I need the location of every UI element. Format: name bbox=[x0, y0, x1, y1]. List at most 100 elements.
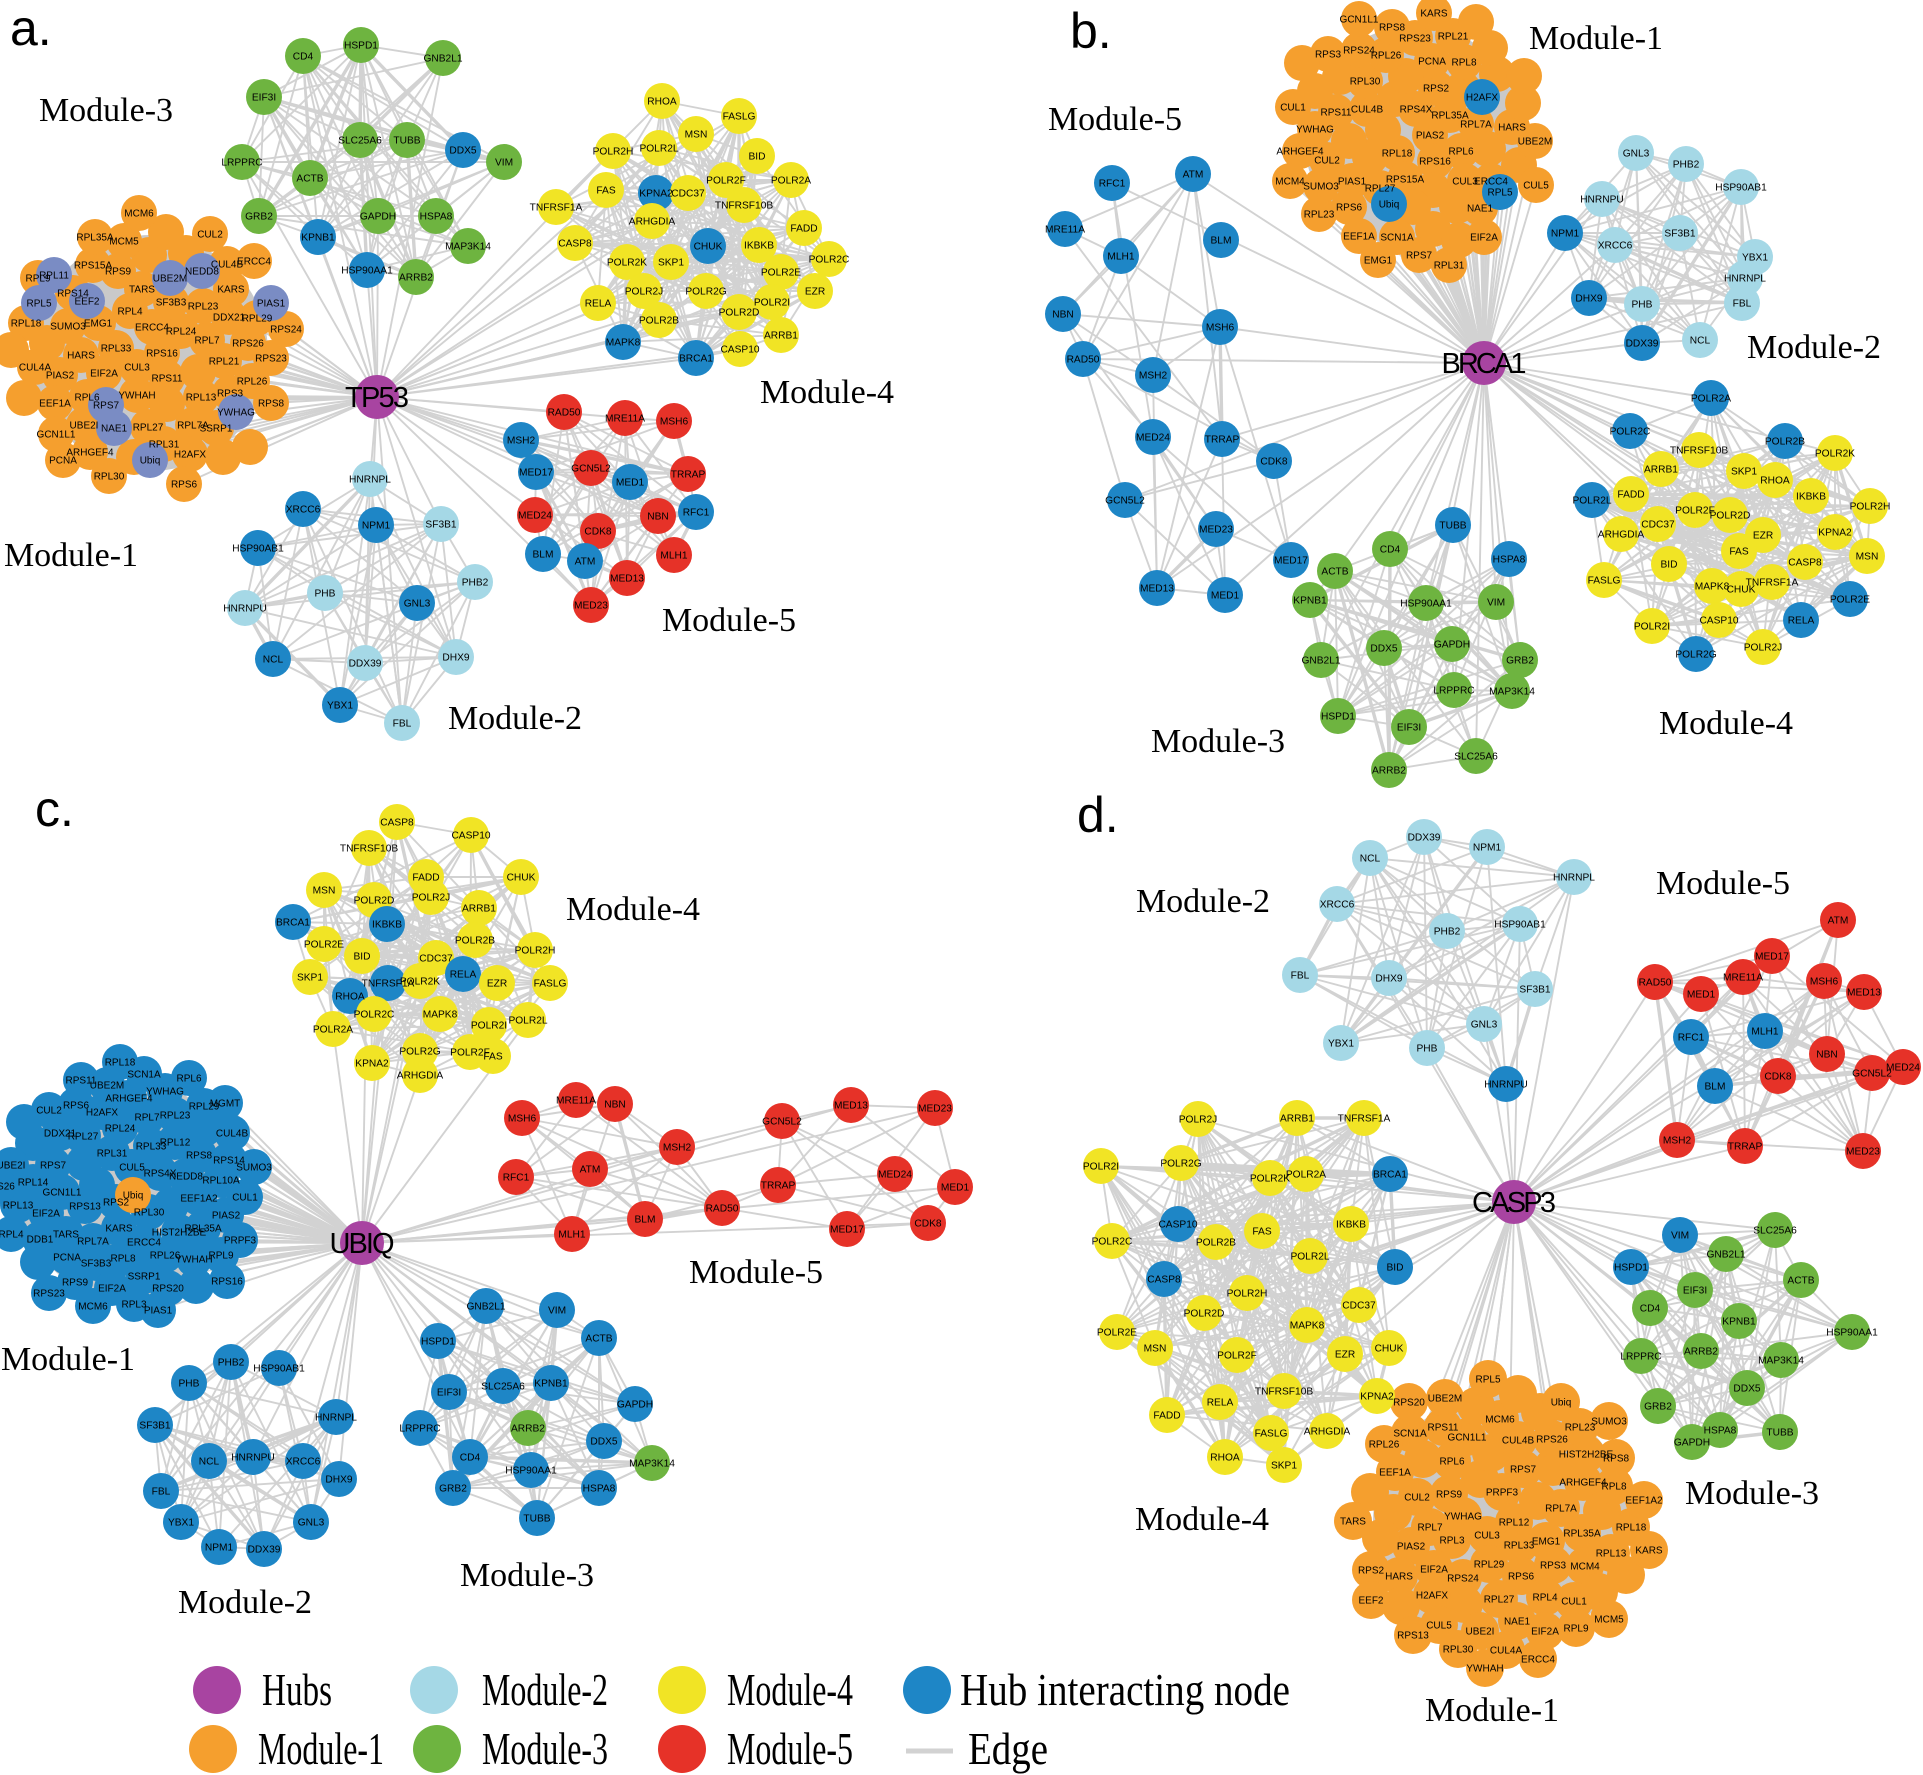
svg-text:RPS16: RPS16 bbox=[1419, 157, 1451, 168]
svg-text:POLR2I: POLR2I bbox=[471, 1021, 507, 1032]
svg-text:POLR2L: POLR2L bbox=[1290, 1252, 1329, 1263]
svg-text:NAE1: NAE1 bbox=[101, 424, 128, 435]
svg-text:POLR2A: POLR2A bbox=[313, 1025, 353, 1036]
svg-text:MSH2: MSH2 bbox=[1139, 371, 1168, 382]
svg-text:YBX1: YBX1 bbox=[1742, 253, 1768, 264]
svg-text:NCL: NCL bbox=[199, 1457, 220, 1468]
svg-text:Module-4: Module-4 bbox=[566, 891, 700, 928]
svg-text:MSH6: MSH6 bbox=[660, 417, 689, 428]
svg-text:PHB2: PHB2 bbox=[218, 1358, 245, 1369]
svg-text:H2AFX: H2AFX bbox=[1416, 1591, 1449, 1602]
svg-text:SF3B1: SF3B1 bbox=[425, 520, 456, 531]
svg-text:RPS23: RPS23 bbox=[255, 354, 287, 365]
svg-text:Module-2: Module-2 bbox=[178, 1584, 312, 1621]
svg-text:RPS3: RPS3 bbox=[217, 389, 244, 400]
svg-text:ERCC4: ERCC4 bbox=[127, 1238, 161, 1249]
svg-text:TUBB: TUBB bbox=[393, 136, 420, 147]
svg-text:DDX21: DDX21 bbox=[213, 313, 246, 324]
svg-text:PHB: PHB bbox=[1417, 1044, 1438, 1055]
svg-text:FAS: FAS bbox=[1252, 1227, 1271, 1238]
svg-text:ARHGDIA: ARHGDIA bbox=[1598, 530, 1645, 541]
svg-text:NBN: NBN bbox=[604, 1100, 626, 1111]
svg-text:HNRNPL: HNRNPL bbox=[315, 1413, 357, 1424]
svg-text:VIM: VIM bbox=[1487, 598, 1505, 609]
svg-text:CHUK: CHUK bbox=[1375, 1344, 1404, 1355]
svg-text:MED1: MED1 bbox=[1687, 990, 1716, 1001]
svg-text:PHB: PHB bbox=[179, 1379, 200, 1390]
svg-text:RPS13: RPS13 bbox=[69, 1202, 101, 1213]
svg-text:RPS2: RPS2 bbox=[1358, 1566, 1385, 1577]
svg-text:KARS: KARS bbox=[105, 1224, 133, 1235]
svg-text:MCM4: MCM4 bbox=[1275, 177, 1305, 188]
svg-text:EEF1A2: EEF1A2 bbox=[180, 1194, 218, 1205]
svg-text:RPS9: RPS9 bbox=[62, 1278, 89, 1289]
svg-text:GNL3: GNL3 bbox=[298, 1518, 325, 1529]
svg-text:EIF2A: EIF2A bbox=[98, 1284, 126, 1295]
svg-text:EEF2: EEF2 bbox=[74, 297, 99, 308]
svg-text:CUL2: CUL2 bbox=[197, 230, 223, 241]
svg-text:FASLG: FASLG bbox=[1588, 576, 1621, 587]
svg-text:GRB2: GRB2 bbox=[245, 212, 273, 223]
svg-text:RPL13: RPL13 bbox=[1596, 1549, 1627, 1560]
svg-text:RPL7A: RPL7A bbox=[1460, 120, 1492, 131]
svg-text:RFC1: RFC1 bbox=[1099, 179, 1126, 190]
svg-text:CASP10: CASP10 bbox=[720, 345, 759, 356]
svg-text:MGMT: MGMT bbox=[210, 1099, 241, 1110]
svg-text:KARS: KARS bbox=[217, 285, 245, 296]
svg-text:DDX5: DDX5 bbox=[449, 146, 477, 157]
svg-text:RPL7A: RPL7A bbox=[177, 421, 209, 432]
svg-text:RPS6: RPS6 bbox=[171, 480, 198, 491]
svg-text:CASP10: CASP10 bbox=[451, 831, 490, 842]
svg-text:RHOA: RHOA bbox=[1760, 476, 1790, 487]
svg-text:RPL7: RPL7 bbox=[194, 336, 219, 347]
svg-text:PHB2: PHB2 bbox=[1434, 927, 1461, 938]
svg-text:RPS7: RPS7 bbox=[1510, 1465, 1537, 1476]
svg-text:CDC37: CDC37 bbox=[1641, 520, 1675, 531]
svg-text:RPL6: RPL6 bbox=[74, 393, 99, 404]
svg-text:HSP90AB1: HSP90AB1 bbox=[232, 544, 284, 555]
svg-text:DHX9: DHX9 bbox=[325, 1475, 353, 1486]
svg-text:CUL1: CUL1 bbox=[1280, 103, 1306, 114]
svg-text:GCN1L1: GCN1L1 bbox=[1340, 15, 1379, 26]
svg-text:RPL24: RPL24 bbox=[105, 1124, 136, 1135]
svg-text:HSPA8: HSPA8 bbox=[420, 212, 453, 223]
svg-text:UBE2I: UBE2I bbox=[70, 421, 99, 432]
svg-text:HSPD1: HSPD1 bbox=[1321, 712, 1355, 723]
svg-text:HSPD1: HSPD1 bbox=[421, 1337, 455, 1348]
svg-text:POLR2D: POLR2D bbox=[1184, 1309, 1225, 1320]
svg-text:Module-3: Module-3 bbox=[482, 1723, 608, 1774]
svg-text:c.: c. bbox=[35, 781, 74, 837]
svg-text:MSN: MSN bbox=[685, 130, 708, 141]
svg-text:RPS7: RPS7 bbox=[1406, 251, 1433, 262]
svg-text:POLR2L: POLR2L bbox=[1572, 496, 1611, 507]
svg-text:FASLG: FASLG bbox=[534, 979, 567, 990]
svg-text:NBN: NBN bbox=[1052, 310, 1074, 321]
svg-text:POLR2I: POLR2I bbox=[754, 298, 790, 309]
svg-text:FASLG: FASLG bbox=[723, 112, 756, 123]
svg-text:XRCC6: XRCC6 bbox=[1598, 241, 1633, 252]
svg-text:MLH1: MLH1 bbox=[558, 1230, 586, 1241]
svg-text:TUBB: TUBB bbox=[523, 1514, 550, 1525]
svg-text:SUMO3: SUMO3 bbox=[1303, 182, 1339, 193]
svg-text:GRB2: GRB2 bbox=[439, 1484, 467, 1495]
svg-text:MED23: MED23 bbox=[1846, 1147, 1880, 1158]
svg-text:YWHAH: YWHAH bbox=[1466, 1664, 1503, 1675]
svg-text:GCN5L2: GCN5L2 bbox=[762, 1117, 802, 1128]
svg-text:POLR2A: POLR2A bbox=[1691, 394, 1731, 405]
svg-text:YWHAG: YWHAG bbox=[1296, 125, 1334, 136]
svg-text:CD4: CD4 bbox=[293, 52, 314, 63]
svg-text:GCN1L1: GCN1L1 bbox=[43, 1188, 82, 1199]
svg-text:RHOA: RHOA bbox=[1210, 1453, 1240, 1464]
svg-text:RPS14: RPS14 bbox=[57, 289, 89, 300]
svg-text:Edge: Edge bbox=[968, 1723, 1048, 1774]
svg-text:CD4: CD4 bbox=[1640, 1304, 1661, 1315]
svg-text:EEF1A2: EEF1A2 bbox=[1625, 1496, 1663, 1507]
svg-text:EEF2: EEF2 bbox=[1358, 1596, 1383, 1607]
svg-text:MSH2: MSH2 bbox=[1663, 1136, 1692, 1147]
svg-text:RPL4: RPL4 bbox=[1532, 1593, 1557, 1604]
svg-text:DDX5: DDX5 bbox=[1733, 1384, 1761, 1395]
svg-text:CDK8: CDK8 bbox=[1764, 1072, 1792, 1083]
svg-text:MSH6: MSH6 bbox=[1810, 977, 1839, 988]
svg-text:MED1: MED1 bbox=[616, 478, 645, 489]
svg-text:CUL5: CUL5 bbox=[1523, 181, 1549, 192]
